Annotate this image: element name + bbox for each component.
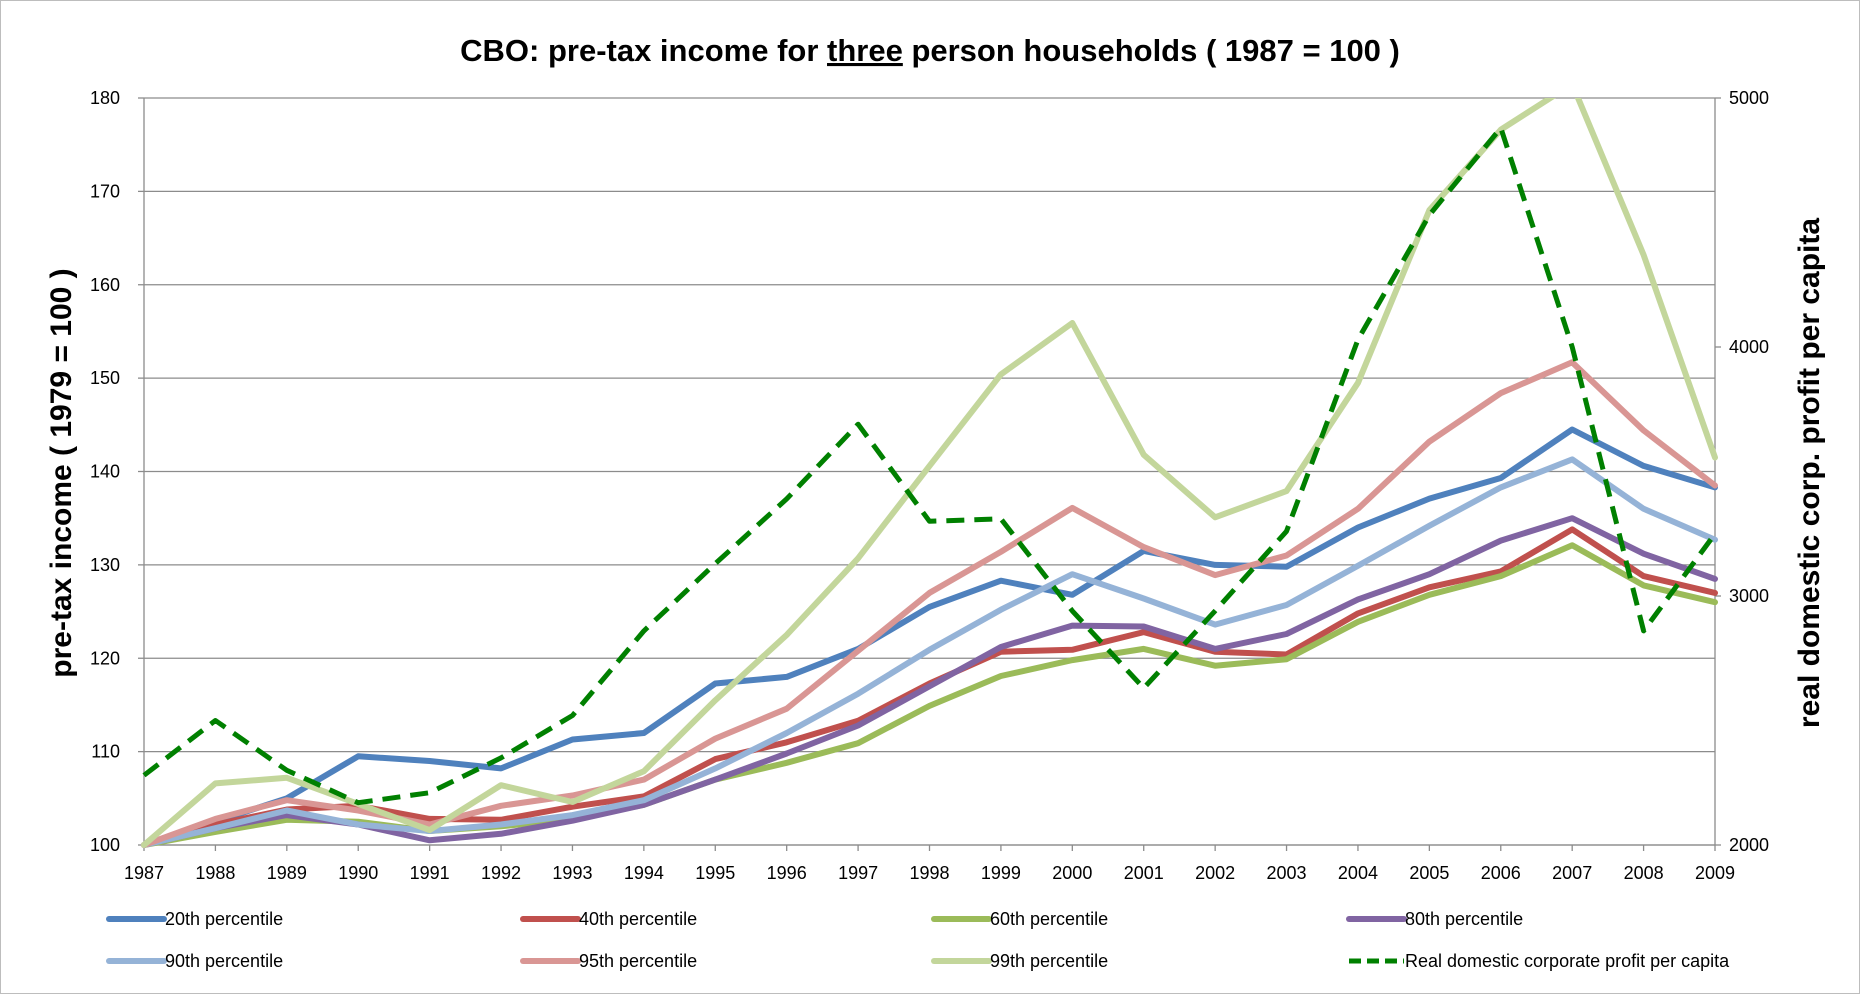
- chart-title-part-1: CBO: pre-tax income for: [460, 33, 827, 68]
- x-tick-label-1996: 1996: [767, 863, 807, 883]
- x-tick-label-1988: 1988: [195, 863, 235, 883]
- series-line-99th-percentile: [141, 98, 1718, 848]
- right-axis-title: real domestic corp. profit per capita: [1793, 218, 1826, 728]
- x-tick-label-1987: 1987: [124, 863, 164, 883]
- series-line-80th-percentile: [141, 515, 1718, 848]
- series-line-95th-percentile: [141, 359, 1718, 848]
- legend-label-80th-percentile: 80th percentile: [1405, 909, 1523, 929]
- x-tick-label-1993: 1993: [552, 863, 592, 883]
- series-layer: [141, 98, 1718, 848]
- series-line-90th-percentile: [141, 456, 1718, 848]
- legend-label-95th-percentile: 95th percentile: [579, 951, 697, 971]
- x-tick-label-1995: 1995: [695, 863, 735, 883]
- x-tick-label-1994: 1994: [624, 863, 664, 883]
- left-tick-label-100: 100: [90, 835, 120, 855]
- left-axis-title: pre-tax income ( 1979 = 100 ): [45, 268, 78, 677]
- x-tick-label-2000: 2000: [1052, 863, 1092, 883]
- chart-title-part-3: person households ( 1987 = 100 ): [903, 33, 1400, 68]
- x-tick-label-1989: 1989: [267, 863, 307, 883]
- legend-label-90th-percentile: 90th percentile: [165, 951, 283, 971]
- x-tick-label-2005: 2005: [1409, 863, 1449, 883]
- left-axis-ticks: 100 110 120 130 140 150 160 170 180: [90, 88, 120, 855]
- right-axis-ticks: 2000 3000 4000 5000: [1729, 88, 1769, 855]
- gridlines: [144, 97, 1715, 846]
- x-tick-label-2003: 2003: [1267, 863, 1307, 883]
- left-tick-label-150: 150: [90, 368, 120, 388]
- chart-title-emphasis: three: [827, 33, 903, 68]
- legend-label-40th-percentile: 40th percentile: [579, 909, 697, 929]
- left-tick-label-110: 110: [91, 742, 120, 762]
- x-tick-label-1999: 1999: [981, 863, 1021, 883]
- series-line-real-domestic-corporate-profit-per-capita: [142, 125, 1718, 806]
- x-tick-label-1990: 1990: [338, 863, 378, 883]
- series-line-20th-percentile: [141, 426, 1718, 848]
- legend-label-20th-percentile: 20th percentile: [165, 909, 283, 929]
- x-tick-label-2006: 2006: [1481, 863, 1521, 883]
- right-tick-label-5000: 5000: [1729, 88, 1769, 108]
- axes: [138, 97, 1721, 851]
- x-tick-label-1991: 1991: [410, 863, 450, 883]
- right-tick-label-4000: 4000: [1729, 337, 1769, 357]
- right-tick-label-3000: 3000: [1729, 586, 1769, 606]
- left-tick-label-120: 120: [90, 648, 120, 668]
- x-tick-label-2007: 2007: [1552, 863, 1592, 883]
- legend-label-60th-percentile: 60th percentile: [990, 909, 1108, 929]
- x-tick-label-1997: 1997: [838, 863, 878, 883]
- left-tick-label-180: 180: [90, 88, 120, 108]
- x-tick-label-2001: 2001: [1124, 863, 1164, 883]
- x-tick-label-1992: 1992: [481, 863, 521, 883]
- x-tick-label-1998: 1998: [909, 863, 949, 883]
- x-tick-label-2009: 2009: [1695, 863, 1735, 883]
- x-tick-label-2004: 2004: [1338, 863, 1378, 883]
- x-tick-label-2002: 2002: [1195, 863, 1235, 883]
- legend-label-real-domestic-corporate-profit-per-capita: Real domestic corporate profit per capit…: [1405, 951, 1730, 971]
- left-tick-label-130: 130: [90, 555, 120, 575]
- left-tick-label-170: 170: [90, 181, 120, 201]
- left-tick-label-140: 140: [90, 462, 120, 482]
- right-tick-label-2000: 2000: [1729, 835, 1769, 855]
- x-axis-ticks: 1987 1988 1989 1990 1991 1992 1993 1994 1995 1996…: [124, 863, 1735, 883]
- legend: 20th percentile 40th percentile 60th perce…: [106, 909, 1730, 971]
- left-tick-label-160: 160: [90, 275, 120, 295]
- x-tick-label-2008: 2008: [1624, 863, 1664, 883]
- chart-title: CBO: pre-tax income for three person hou…: [460, 33, 1400, 68]
- legend-label-99th-percentile: 99th percentile: [990, 951, 1108, 971]
